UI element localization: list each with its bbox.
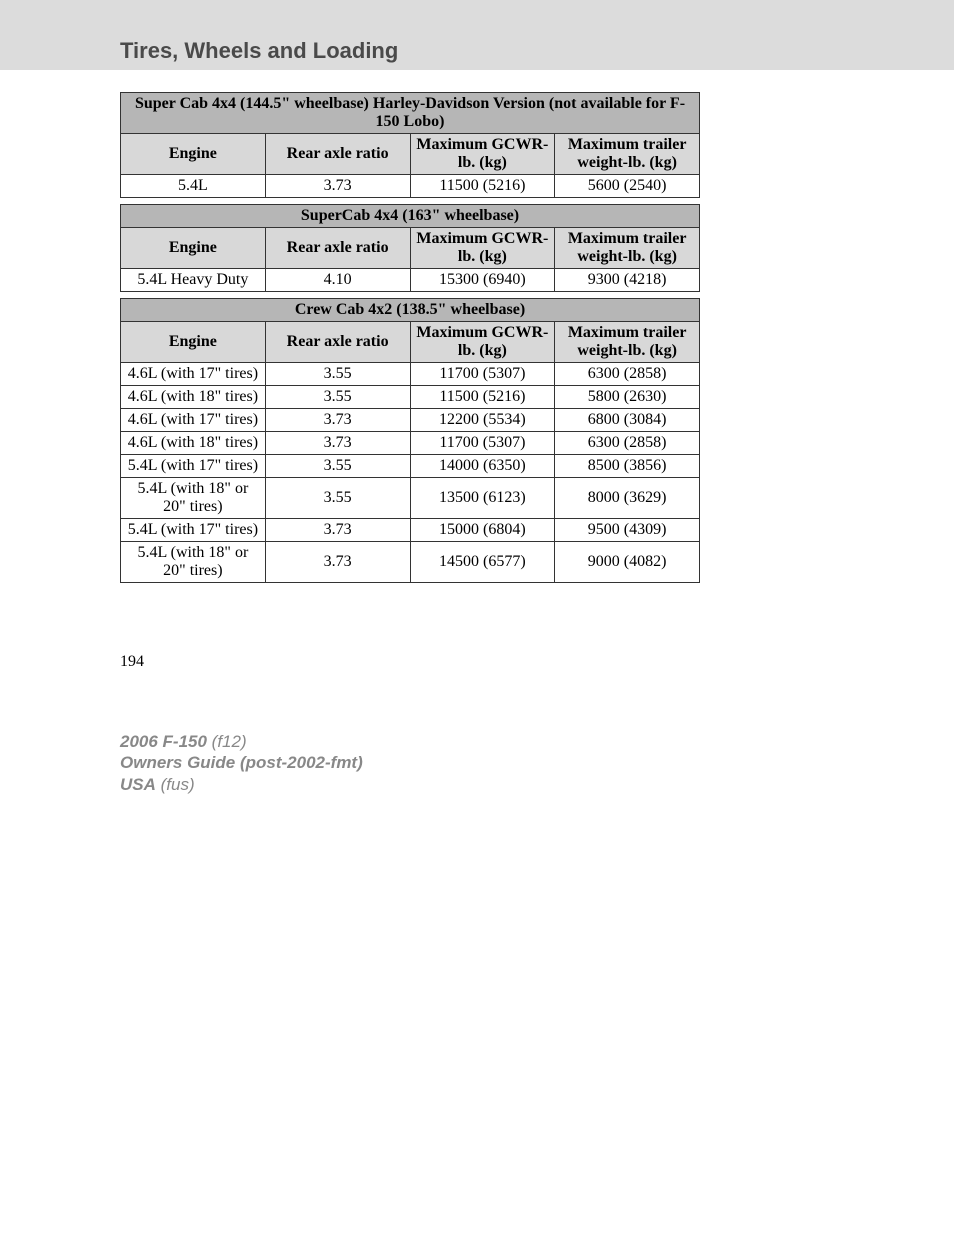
cell-engine: 5.4L (with 17" tires) bbox=[121, 519, 266, 542]
cell-ratio: 3.73 bbox=[265, 542, 410, 583]
cell-trailer: 9300 (4218) bbox=[555, 269, 700, 292]
table-row: 5.4L (with 17" tires)3.7315000 (6804)950… bbox=[121, 519, 700, 542]
footer-code2: (fus) bbox=[156, 775, 195, 794]
cell-trailer: 6800 (3084) bbox=[555, 409, 700, 432]
footer-model: 2006 F-150 bbox=[120, 732, 207, 751]
table-header-row: EngineRear axle ratioMaximum GCWR-lb. (k… bbox=[121, 228, 700, 269]
cell-gcwr: 11500 (5216) bbox=[410, 175, 555, 198]
cell-gcwr: 11700 (5307) bbox=[410, 363, 555, 386]
cell-engine: 5.4L (with 18" or 20" tires) bbox=[121, 478, 266, 519]
cell-trailer: 9000 (4082) bbox=[555, 542, 700, 583]
cell-engine: 5.4L Heavy Duty bbox=[121, 269, 266, 292]
cell-gcwr: 11500 (5216) bbox=[410, 386, 555, 409]
column-header-trailer: Maximum trailer weight-lb. (kg) bbox=[555, 134, 700, 175]
cell-ratio: 3.73 bbox=[265, 175, 410, 198]
footer-code1: (f12) bbox=[207, 732, 247, 751]
table-row: 5.4L (with 17" tires)3.5514000 (6350)850… bbox=[121, 455, 700, 478]
column-header-engine: Engine bbox=[121, 322, 266, 363]
section-title: Tires, Wheels and Loading bbox=[120, 38, 398, 70]
table-banner: Super Cab 4x4 (144.5" wheelbase) Harley-… bbox=[121, 93, 700, 134]
content-area: Super Cab 4x4 (144.5" wheelbase) Harley-… bbox=[0, 70, 954, 795]
towing-table: SuperCab 4x4 (163" wheelbase)EngineRear … bbox=[120, 204, 700, 292]
cell-gcwr: 15000 (6804) bbox=[410, 519, 555, 542]
table-row: 5.4L (with 18" or 20" tires)3.7314500 (6… bbox=[121, 542, 700, 583]
cell-ratio: 3.73 bbox=[265, 409, 410, 432]
cell-trailer: 5600 (2540) bbox=[555, 175, 700, 198]
table-banner: Crew Cab 4x2 (138.5" wheelbase) bbox=[121, 299, 700, 322]
cell-ratio: 3.73 bbox=[265, 432, 410, 455]
column-header-trailer: Maximum trailer weight-lb. (kg) bbox=[555, 228, 700, 269]
cell-ratio: 3.55 bbox=[265, 478, 410, 519]
cell-trailer: 9500 (4309) bbox=[555, 519, 700, 542]
cell-trailer: 6300 (2858) bbox=[555, 363, 700, 386]
cell-ratio: 4.10 bbox=[265, 269, 410, 292]
table-row: 5.4L Heavy Duty4.1015300 (6940)9300 (421… bbox=[121, 269, 700, 292]
cell-engine: 5.4L bbox=[121, 175, 266, 198]
cell-gcwr: 11700 (5307) bbox=[410, 432, 555, 455]
cell-gcwr: 14500 (6577) bbox=[410, 542, 555, 583]
column-header-engine: Engine bbox=[121, 134, 266, 175]
table-row: 5.4L (with 18" or 20" tires)3.5513500 (6… bbox=[121, 478, 700, 519]
cell-trailer: 8500 (3856) bbox=[555, 455, 700, 478]
footer-line-3: USA (fus) bbox=[120, 774, 834, 795]
table-row: 4.6L (with 18" tires)3.7311700 (5307)630… bbox=[121, 432, 700, 455]
column-header-gcwr: Maximum GCWR-lb. (kg) bbox=[410, 322, 555, 363]
header-band: Tires, Wheels and Loading bbox=[0, 0, 954, 70]
towing-table: Super Cab 4x4 (144.5" wheelbase) Harley-… bbox=[120, 92, 700, 198]
cell-engine: 4.6L (with 18" tires) bbox=[121, 432, 266, 455]
cell-trailer: 8000 (3629) bbox=[555, 478, 700, 519]
table-banner-row: SuperCab 4x4 (163" wheelbase) bbox=[121, 205, 700, 228]
table-banner-row: Crew Cab 4x2 (138.5" wheelbase) bbox=[121, 299, 700, 322]
footer-region: USA bbox=[120, 775, 156, 794]
table-banner-row: Super Cab 4x4 (144.5" wheelbase) Harley-… bbox=[121, 93, 700, 134]
column-header-ratio: Rear axle ratio bbox=[265, 322, 410, 363]
footer: 2006 F-150 (f12) Owners Guide (post-2002… bbox=[120, 731, 834, 795]
page-number: 194 bbox=[120, 653, 834, 671]
cell-gcwr: 15300 (6940) bbox=[410, 269, 555, 292]
cell-gcwr: 12200 (5534) bbox=[410, 409, 555, 432]
cell-trailer: 5800 (2630) bbox=[555, 386, 700, 409]
cell-ratio: 3.55 bbox=[265, 455, 410, 478]
cell-engine: 4.6L (with 18" tires) bbox=[121, 386, 266, 409]
tables-container: Super Cab 4x4 (144.5" wheelbase) Harley-… bbox=[120, 92, 834, 583]
table-header-row: EngineRear axle ratioMaximum GCWR-lb. (k… bbox=[121, 134, 700, 175]
cell-engine: 4.6L (with 17" tires) bbox=[121, 363, 266, 386]
table-row: 4.6L (with 17" tires)3.7312200 (5534)680… bbox=[121, 409, 700, 432]
column-header-trailer: Maximum trailer weight-lb. (kg) bbox=[555, 322, 700, 363]
cell-ratio: 3.55 bbox=[265, 363, 410, 386]
table-row: 4.6L (with 18" tires)3.5511500 (5216)580… bbox=[121, 386, 700, 409]
towing-table: Crew Cab 4x2 (138.5" wheelbase)EngineRea… bbox=[120, 298, 700, 583]
cell-gcwr: 14000 (6350) bbox=[410, 455, 555, 478]
cell-ratio: 3.55 bbox=[265, 386, 410, 409]
column-header-engine: Engine bbox=[121, 228, 266, 269]
footer-line-1: 2006 F-150 (f12) bbox=[120, 731, 834, 752]
cell-gcwr: 13500 (6123) bbox=[410, 478, 555, 519]
column-header-gcwr: Maximum GCWR-lb. (kg) bbox=[410, 228, 555, 269]
table-header-row: EngineRear axle ratioMaximum GCWR-lb. (k… bbox=[121, 322, 700, 363]
cell-ratio: 3.73 bbox=[265, 519, 410, 542]
table-banner: SuperCab 4x4 (163" wheelbase) bbox=[121, 205, 700, 228]
column-header-ratio: Rear axle ratio bbox=[265, 228, 410, 269]
column-header-ratio: Rear axle ratio bbox=[265, 134, 410, 175]
cell-engine: 4.6L (with 17" tires) bbox=[121, 409, 266, 432]
table-row: 5.4L3.7311500 (5216)5600 (2540) bbox=[121, 175, 700, 198]
cell-engine: 5.4L (with 18" or 20" tires) bbox=[121, 542, 266, 583]
table-row: 4.6L (with 17" tires)3.5511700 (5307)630… bbox=[121, 363, 700, 386]
footer-line-2: Owners Guide (post-2002-fmt) bbox=[120, 752, 834, 773]
column-header-gcwr: Maximum GCWR-lb. (kg) bbox=[410, 134, 555, 175]
cell-trailer: 6300 (2858) bbox=[555, 432, 700, 455]
cell-engine: 5.4L (with 17" tires) bbox=[121, 455, 266, 478]
